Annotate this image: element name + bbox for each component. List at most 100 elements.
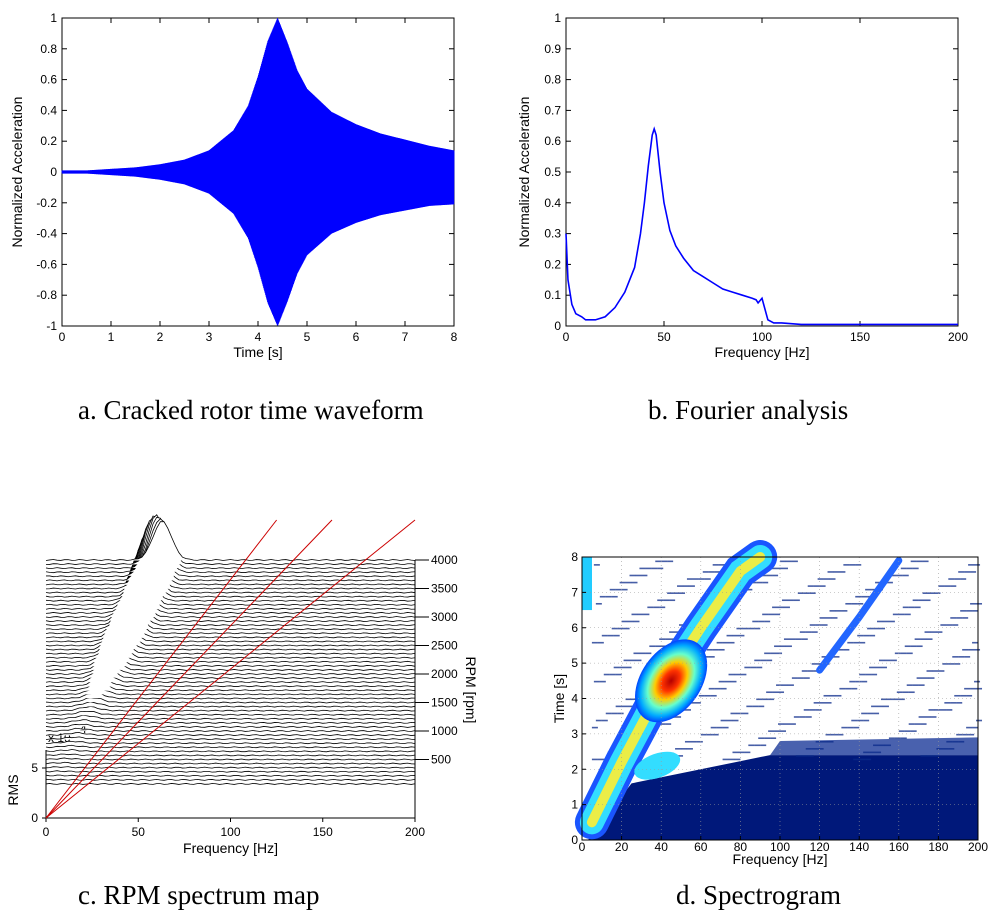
d-speckle — [732, 719, 739, 722]
d-speckle — [780, 560, 786, 563]
d-speckle — [839, 571, 846, 573]
a-xtick-label: 1 — [108, 330, 115, 344]
d-speckle — [902, 574, 909, 577]
d-xtick-label: 80 — [734, 840, 748, 854]
d-speckle — [607, 634, 614, 637]
d-speckle — [809, 709, 816, 711]
d-speckle — [976, 719, 983, 722]
d-speckle — [861, 712, 868, 715]
d-speckle — [835, 694, 842, 697]
d-speckle — [972, 641, 979, 644]
d-speckle — [724, 680, 731, 683]
d-speckle — [976, 602, 983, 605]
c-trace — [45, 740, 416, 745]
d-speckle — [639, 652, 646, 655]
d-speckle — [754, 744, 761, 747]
d-ytick-label: 4 — [571, 692, 578, 706]
d-speckle — [964, 656, 971, 658]
b-xlabel: Frequency [Hz] — [715, 344, 810, 360]
d-speckle — [835, 610, 842, 612]
d-speckle — [813, 585, 820, 587]
d-speckle — [772, 574, 779, 577]
d-speckle — [825, 702, 832, 704]
d-speckle — [837, 733, 844, 736]
d-speckle — [815, 624, 822, 626]
d-speckle — [801, 755, 808, 757]
d-speckle — [621, 620, 628, 623]
d-speckle — [629, 574, 636, 577]
d-speckle — [958, 740, 965, 743]
d-speckle — [661, 560, 668, 563]
d-speckle — [892, 613, 899, 616]
c-trace — [45, 521, 416, 561]
d-speckle — [976, 687, 983, 690]
d-speckle — [896, 691, 903, 694]
caption-a: a. Cracked rotor time waveform — [78, 395, 424, 425]
d-speckle — [932, 670, 939, 672]
d-speckle — [914, 606, 921, 609]
d-speckle — [819, 585, 826, 587]
d-speckle — [722, 726, 729, 729]
d-speckle — [684, 740, 691, 743]
b-ytick-label: 0.3 — [544, 227, 561, 241]
d-speckle — [625, 581, 632, 584]
d-speckle — [696, 740, 703, 743]
d-speckle — [783, 606, 790, 609]
d-speckle — [952, 740, 959, 743]
d-speckle — [950, 702, 957, 704]
d-speckle — [974, 648, 981, 651]
d-speckle — [637, 613, 644, 616]
d-speckle — [916, 677, 923, 679]
c-trace — [45, 710, 416, 716]
d-speckle — [718, 564, 725, 566]
c-trace — [45, 520, 416, 586]
d-speckle — [677, 585, 684, 587]
d-speckle — [910, 645, 917, 648]
d-speckle — [966, 726, 973, 729]
c-trace — [45, 727, 416, 732]
d-speckle — [968, 733, 975, 736]
d-speckle — [787, 599, 794, 602]
d-xtick-label: 160 — [889, 840, 909, 854]
d-speckle — [633, 652, 640, 655]
d-speckle — [605, 595, 612, 598]
d-speckle — [952, 624, 959, 626]
d-speckle — [704, 694, 711, 697]
d-speckle — [829, 578, 836, 580]
d-speckle — [641, 574, 648, 577]
d-speckle — [803, 592, 810, 594]
b-ytick-label: 0.8 — [544, 73, 561, 87]
d-speckle — [615, 673, 622, 676]
c-order-line — [45, 519, 333, 819]
d-speckle — [750, 666, 757, 669]
c-xtick-label: 50 — [132, 825, 146, 839]
c-trace — [45, 757, 416, 761]
d-speckle — [791, 560, 798, 563]
d-speckle — [892, 698, 899, 701]
d-speckle — [960, 610, 967, 612]
d-speckle — [746, 705, 753, 708]
d-speckle — [706, 648, 713, 651]
d-speckle — [635, 659, 642, 662]
d-speckle — [609, 673, 616, 676]
d-speckle — [849, 564, 856, 566]
d-speckle — [827, 740, 834, 743]
d-speckle — [758, 620, 765, 623]
d-speckle — [857, 719, 864, 722]
d-speckle — [611, 627, 618, 630]
d-speckle — [962, 648, 969, 651]
d-speckle — [627, 620, 634, 623]
d-speckle — [922, 677, 929, 679]
d-speckle — [774, 613, 781, 616]
d-speckle — [603, 673, 610, 676]
d-speckle — [867, 712, 874, 715]
d-speckle — [593, 680, 600, 683]
b-xtick-label: 200 — [948, 330, 968, 344]
d-speckle — [681, 748, 687, 750]
c-trace — [45, 736, 416, 741]
b-ytick-label: 0.4 — [544, 196, 561, 210]
d-speckle — [966, 610, 973, 612]
d-speckle — [710, 726, 717, 729]
d-speckle — [694, 702, 701, 704]
d-speckle — [910, 730, 917, 732]
